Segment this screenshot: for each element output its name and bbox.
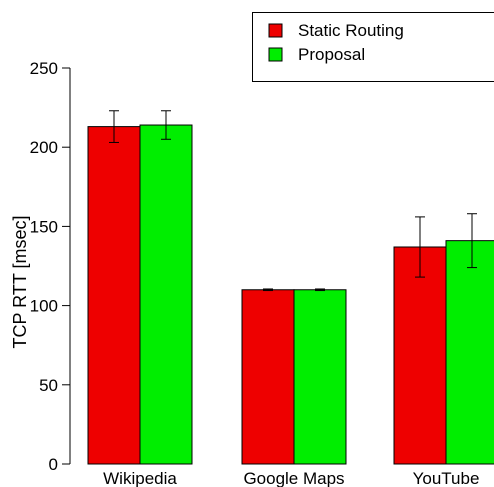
y-axis-label: TCP RTT [msec] [10, 215, 30, 348]
legend-swatch [268, 23, 283, 38]
legend-label: Proposal [298, 45, 365, 64]
x-tick-label: Wikipedia [103, 469, 177, 487]
y-tick-label: 250 [30, 59, 58, 78]
x-tick-label: YouTube [413, 469, 480, 487]
error-bars-layer [109, 110, 477, 292]
y-tick-label: 50 [39, 376, 58, 395]
y-tick-label: 150 [30, 217, 58, 236]
bar-wikipedia-static-routing [87, 126, 141, 465]
legend-label: Static Routing [298, 21, 404, 40]
legend-swatch [268, 47, 283, 62]
legend: Static Routing Proposal [252, 12, 494, 82]
x-axis-labels: Wikipedia Google Maps YouTube [103, 469, 479, 487]
bars-layer [87, 124, 494, 465]
bar-google-maps-static-routing [241, 289, 295, 465]
bar-wikipedia-proposal [139, 124, 193, 465]
bar-google-maps-proposal [293, 289, 347, 465]
y-axis: 0 50 100 150 200 250 [30, 59, 71, 474]
y-tick-label: 200 [30, 138, 58, 157]
bar-youtube-proposal [445, 240, 494, 465]
y-tick-label: 0 [49, 455, 58, 474]
y-tick-label: 100 [30, 297, 58, 316]
legend-box [252, 12, 494, 82]
bar-youtube-static-routing [393, 246, 447, 465]
x-tick-label: Google Maps [243, 469, 344, 487]
